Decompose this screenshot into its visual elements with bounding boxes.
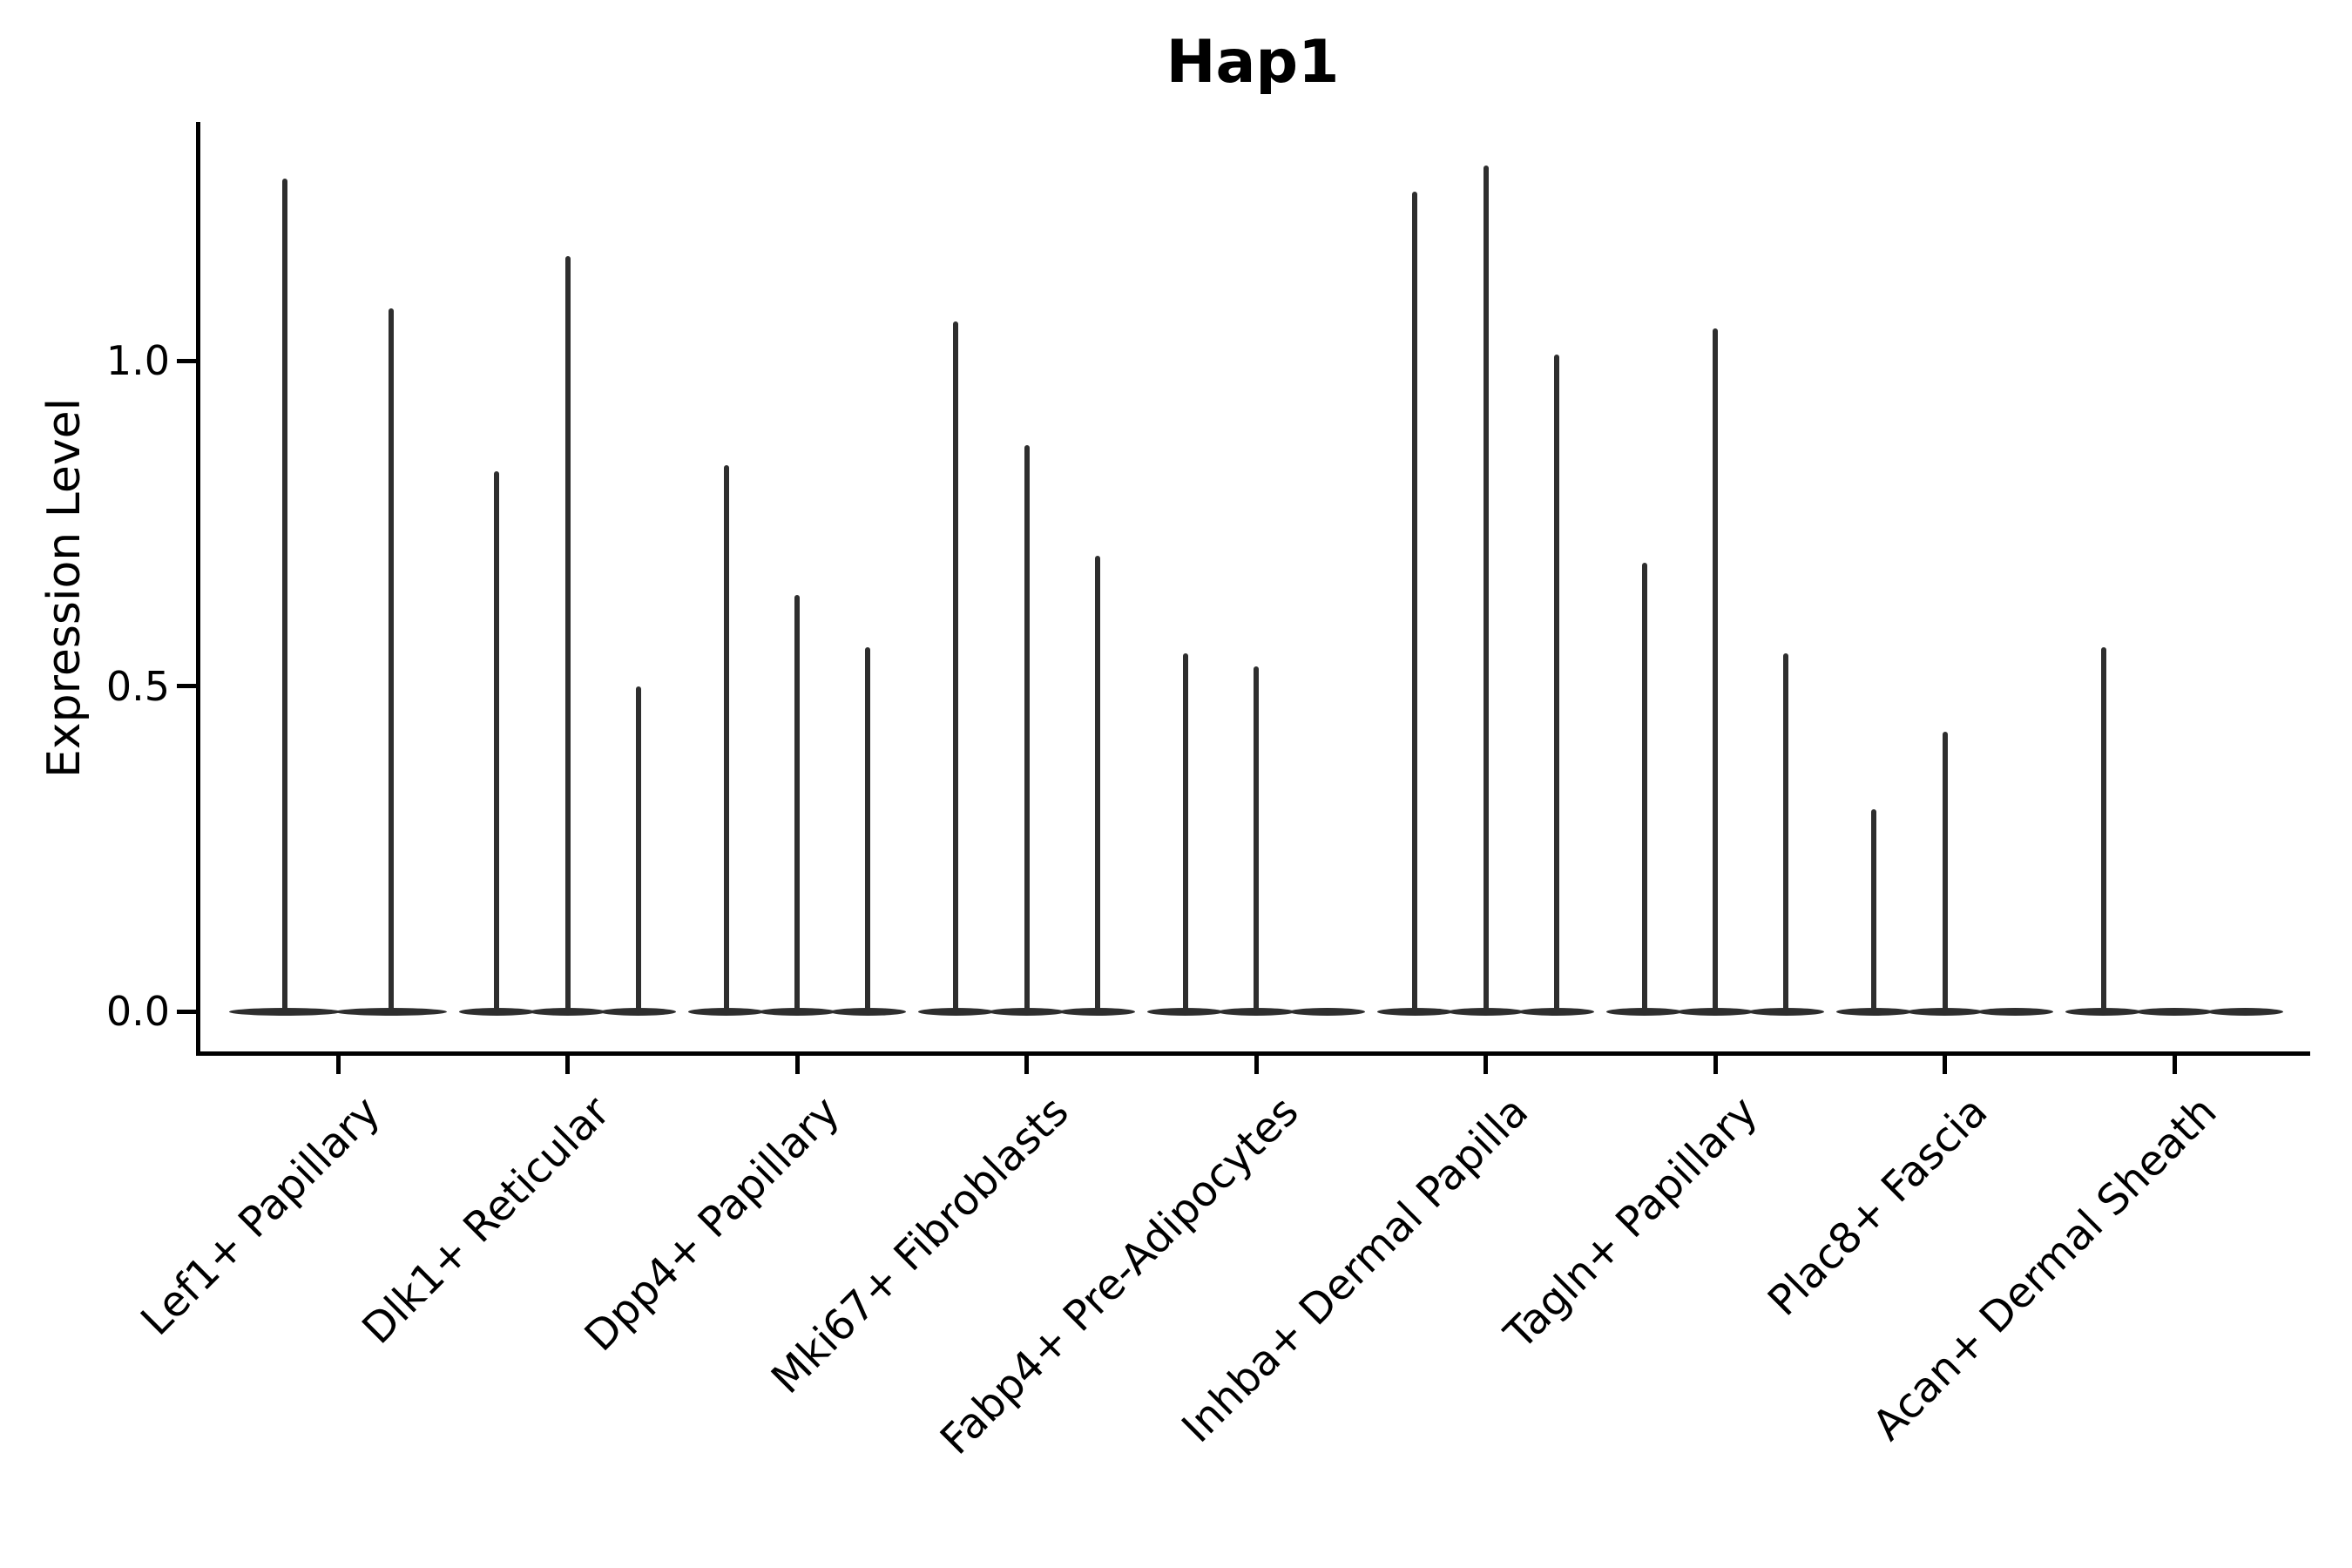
violin-body [1606,1007,1683,1016]
violin-spike [494,470,500,1011]
y-tick [177,1009,196,1014]
violin-spike [1024,445,1030,1011]
violin-spike [1483,165,1489,1011]
violin-body [1835,1007,1912,1016]
violin-spike [865,646,871,1011]
violin-spike [1254,666,1259,1011]
violin-body [917,1007,994,1016]
violin-body [1376,1007,1453,1016]
violin-spike [1412,191,1418,1011]
x-tick [1943,1055,1947,1074]
violin-spike [1871,809,1877,1011]
violin-body [1518,1007,1595,1016]
x-tick [565,1055,570,1074]
violin-body [1747,1007,1824,1016]
violin-body [2207,1007,2283,1016]
violin-body [335,1007,447,1016]
x-tick-label: Dlk1+ Reticular [353,1087,620,1354]
violin-body [1218,1007,1294,1016]
x-tick [1254,1055,1259,1074]
page-title: Hap1 [1166,28,1340,97]
violin-body [229,1007,341,1016]
violin-body [1677,1007,1754,1016]
y-tick-label: 0.0 [105,988,170,1035]
violin-body [1147,1007,1224,1016]
violin-spike [1942,731,1948,1011]
violin-body [1977,1007,2054,1016]
y-tick [177,358,196,363]
x-tick-label: Lef1+ Papillary [132,1087,390,1345]
x-tick-label: Tagln+ Papillary [1495,1087,1767,1359]
x-tick [335,1055,341,1074]
x-tick [1713,1055,1718,1074]
x-tick [1024,1055,1029,1074]
violin-spike [1641,562,1647,1011]
violin-body [688,1007,765,1016]
x-tick [1484,1055,1488,1074]
violin-spike [2100,646,2106,1011]
x-tick-label: Plac8+ Fascia [1758,1087,1997,1326]
violin-spike [282,178,287,1011]
violin-spike [1182,653,1188,1011]
x-tick-label: Dpp4+ Papillary [575,1087,849,1362]
x-tick [794,1055,800,1074]
violin-body [1447,1007,1524,1016]
violin-spike [1094,556,1100,1011]
violin-spike [1783,653,1789,1011]
y-tick [177,684,196,688]
violin-spike [794,594,800,1011]
violin-body [600,1007,677,1016]
violin-body [988,1007,1065,1016]
violin-body [458,1007,535,1016]
violin-spike [564,256,571,1011]
violin-spike [953,321,959,1011]
violin-spike [1553,354,1559,1011]
x-tick [2172,1055,2177,1074]
violin-body [1906,1007,1984,1016]
violin-spike [1713,328,1718,1011]
violin-body [2136,1007,2213,1016]
violin-spike [389,308,394,1011]
violin-body [529,1007,606,1016]
y-tick-label: 1.0 [105,337,170,384]
violin-body [829,1007,906,1016]
violin-body [2065,1007,2142,1016]
y-axis-line [196,122,200,1055]
violin-body [1059,1007,1136,1016]
violin-body [759,1007,835,1016]
x-axis-line [196,1051,2310,1056]
y-axis-label: Expression Level [38,397,91,779]
violin-spike [635,686,641,1011]
violin-body [1288,1007,1365,1016]
y-tick-label: 0.5 [105,662,170,710]
violin-spike [723,464,729,1011]
